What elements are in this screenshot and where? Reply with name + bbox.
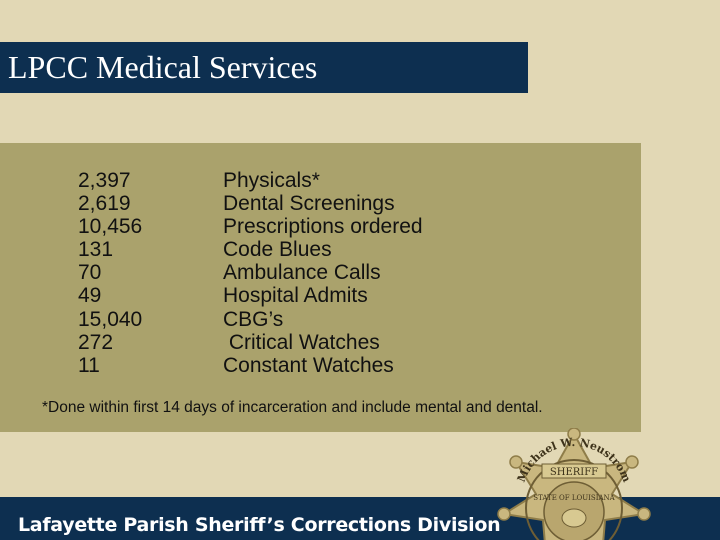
stat-label: Critical Watches bbox=[223, 330, 380, 354]
stat-row: 15,040 CBG’s bbox=[78, 308, 423, 331]
footer-title: Lafayette Parish Sheriff’s Corrections D… bbox=[18, 514, 501, 536]
slide-title: LPCC Medical Services bbox=[0, 42, 528, 93]
stat-row: 49 Hospital Admits bbox=[78, 284, 423, 307]
stat-value: 15,040 bbox=[78, 307, 143, 331]
stat-row: 10,456 Prescriptions ordered bbox=[78, 215, 423, 238]
stat-value: 49 bbox=[78, 284, 102, 308]
stat-label: Prescriptions ordered bbox=[223, 215, 423, 239]
stat-value: 131 bbox=[78, 238, 114, 262]
stat-label: Ambulance Calls bbox=[223, 261, 381, 285]
sheriff-star-badge-icon: Michael W. Neustrom SHERIFF STATE OF LOU… bbox=[497, 428, 651, 540]
footnote: *Done within first 14 days of incarcerat… bbox=[42, 399, 543, 416]
stat-value: 2,619 bbox=[78, 192, 131, 216]
stat-row: 2,397 Physicals* bbox=[78, 169, 423, 192]
stats-list: 2,397 Physicals* 2,619 Dental Screenings… bbox=[78, 169, 423, 377]
stat-label: Hospital Admits bbox=[223, 284, 368, 308]
stat-row: 2,619 Dental Screenings bbox=[78, 192, 423, 215]
stat-value: 10,456 bbox=[78, 215, 143, 239]
content-panel: 2,397 Physicals* 2,619 Dental Screenings… bbox=[0, 143, 641, 432]
stat-row: 70 Ambulance Calls bbox=[78, 261, 423, 284]
stat-value: 272 bbox=[78, 330, 114, 354]
stat-row: 272 Critical Watches bbox=[78, 331, 423, 354]
svg-text:STATE OF LOUISIANA: STATE OF LOUISIANA bbox=[533, 494, 615, 502]
svg-text:SHERIFF: SHERIFF bbox=[550, 467, 598, 478]
stat-value: 11 bbox=[78, 353, 100, 377]
stat-label: Dental Screenings bbox=[223, 192, 395, 216]
stat-label: CBG’s bbox=[223, 307, 284, 331]
stat-row: 11 Constant Watches bbox=[78, 354, 423, 377]
stat-row: 131 Code Blues bbox=[78, 238, 423, 261]
stat-value: 2,397 bbox=[78, 169, 131, 192]
stat-value: 70 bbox=[78, 261, 102, 285]
stat-label: Physicals* bbox=[223, 169, 320, 192]
stat-label: Code Blues bbox=[223, 238, 332, 262]
stat-label: Constant Watches bbox=[223, 353, 394, 377]
